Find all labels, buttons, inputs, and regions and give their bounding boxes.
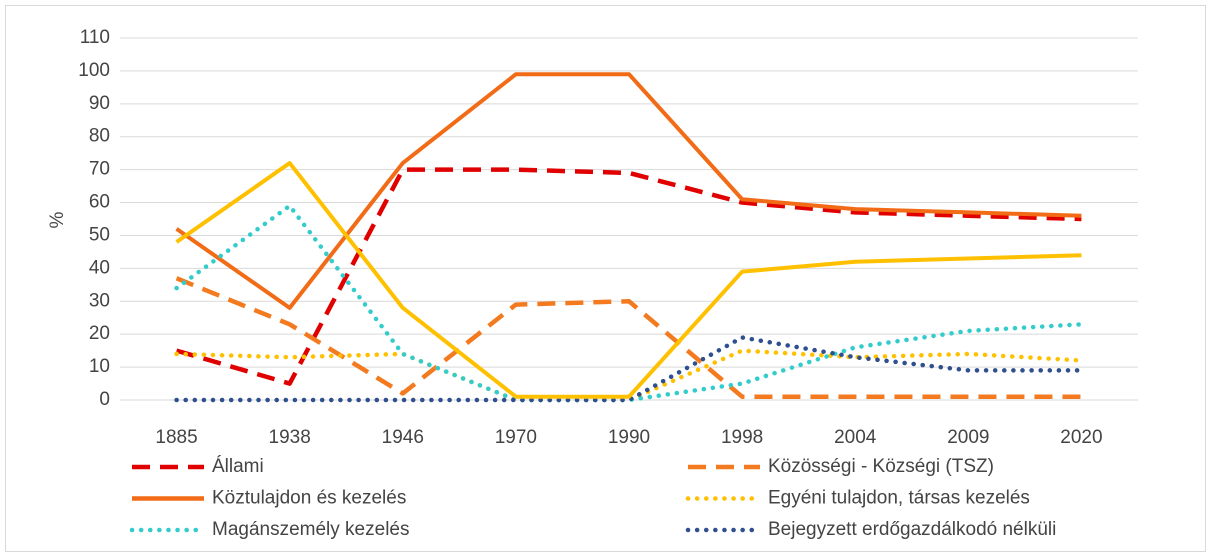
chart-frame bbox=[5, 5, 1206, 552]
x-tick-label: 1885 bbox=[155, 427, 197, 448]
y-tick-label: 80 bbox=[89, 126, 110, 147]
x-tick-label: 1938 bbox=[269, 427, 311, 448]
series-line bbox=[175, 72, 1082, 310]
y-tick-label: 40 bbox=[89, 257, 110, 278]
series-line bbox=[175, 167, 1082, 386]
x-tick-label: 2020 bbox=[1060, 427, 1102, 448]
legend-label: Állami bbox=[212, 456, 264, 477]
y-tick-label: 90 bbox=[89, 93, 110, 114]
y-tick-label: 10 bbox=[89, 356, 110, 377]
x-tick-label: 1946 bbox=[382, 427, 424, 448]
legend-label: Közösségi - Községi (TSZ) bbox=[768, 456, 994, 477]
y-tick-label: 20 bbox=[89, 323, 110, 344]
legend-label: Egyéni tulajdon, társas kezelés bbox=[768, 488, 1030, 509]
series-line bbox=[174, 203, 1084, 403]
y-axis-label: % bbox=[47, 211, 68, 228]
x-tick-label: 1970 bbox=[495, 427, 537, 448]
y-tick-label: 50 bbox=[89, 224, 110, 245]
series-line bbox=[175, 276, 1082, 399]
y-tick-label: 100 bbox=[78, 60, 110, 81]
legend-label: Bejegyzett erdőgazdálkodó nélküli bbox=[768, 519, 1056, 540]
x-tick-label: 1990 bbox=[608, 427, 650, 448]
x-tick-label: 2009 bbox=[947, 427, 989, 448]
series-line bbox=[174, 335, 1084, 403]
series-line bbox=[174, 348, 1084, 403]
series-line bbox=[175, 161, 1082, 399]
legend-label: Magánszemély kezelés bbox=[212, 519, 409, 540]
y-tick-label: 70 bbox=[89, 159, 110, 180]
y-tick-label: 60 bbox=[89, 192, 110, 213]
legend-label: Köztulajdon és kezelés bbox=[212, 488, 406, 509]
x-tick-label: 1998 bbox=[721, 427, 763, 448]
y-tick-label: 0 bbox=[99, 389, 110, 410]
y-tick-label: 30 bbox=[89, 290, 110, 311]
y-tick-label: 110 bbox=[80, 27, 110, 48]
x-tick-label: 2004 bbox=[834, 427, 877, 448]
